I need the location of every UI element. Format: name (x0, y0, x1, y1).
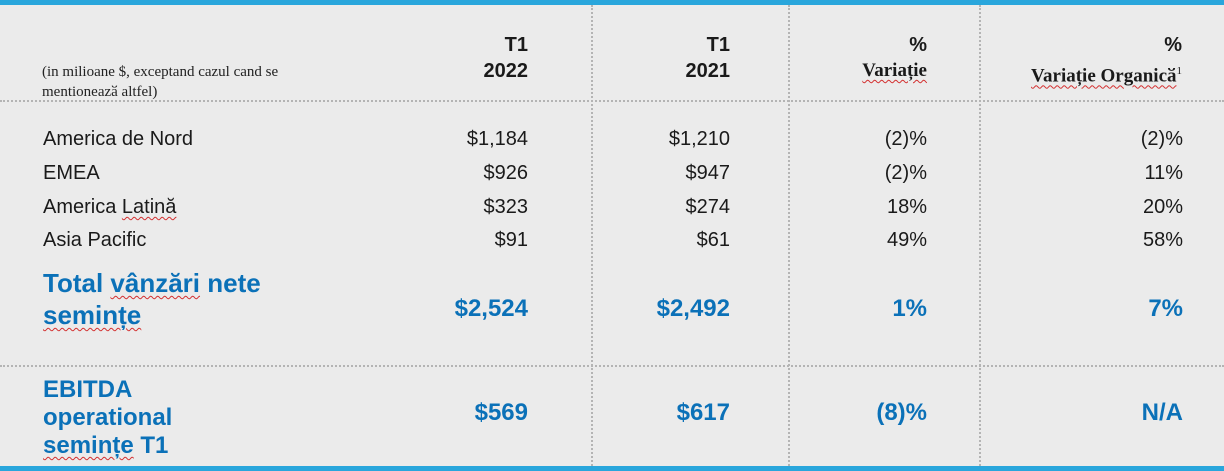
top-border (0, 0, 1224, 5)
row-emea-organic: 11% (1144, 162, 1183, 184)
row-north-america-variatie: (2)% (884, 128, 927, 150)
ebitda-variatie: (8)% (876, 399, 927, 426)
ebitda-label: EBITDA operational semințe T1 (43, 376, 343, 460)
units-note-line1: (in milioane $, exceptand cazul cand se (42, 64, 279, 80)
total-label-line2: semințe (43, 300, 142, 330)
total-net-sales-label-line1: Total vânzӑri nete (43, 267, 383, 299)
header-variatie: % Variație (790, 32, 927, 84)
column-divider (979, 5, 981, 466)
bottom-border (0, 466, 1224, 471)
row-label-latin-america-a: America (43, 196, 122, 218)
ebitda-2022: $569 (474, 399, 528, 426)
total-label-a: Total (43, 268, 111, 298)
total-net-sales-label-line2: semințe (43, 299, 383, 331)
row-latin-america-variatie: 18% (886, 196, 927, 218)
header-t1-2022-line1: T1 (504, 34, 528, 56)
total-organic: 7% (1148, 295, 1183, 322)
row-label-latin-america: America Latinӑ (43, 196, 373, 219)
ebitda-label-line2: operational (43, 404, 173, 431)
total-label-c: nete (200, 268, 261, 298)
header-variatie-organica-label: Variație Organicӑ1 (982, 58, 1182, 89)
ebitda-label-line3: semințe T1 (43, 432, 343, 460)
units-note: (in milioane $, exceptand cazul cand se … (42, 62, 342, 102)
ebitda-label-line1: EBITDA (43, 376, 133, 403)
header-t1-2022-line2: 2022 (483, 60, 529, 82)
total-2022: $2,524 (454, 295, 528, 322)
row-asia-pacific-2021: $61 (696, 229, 730, 251)
row-north-america-2021: $1,210 (668, 128, 730, 150)
header-variatie-organica-text: Variație Organicӑ (1031, 65, 1177, 87)
row-label-north-america: America de Nord (43, 128, 194, 150)
header-t1-2021-line2: 2021 (685, 60, 731, 82)
row-asia-pacific-organic: 58% (1142, 229, 1183, 251)
ebitda-label-line3-b: T1 (133, 432, 169, 459)
row-latin-america-2021: $274 (685, 196, 731, 218)
row-emea-2022: $926 (483, 162, 529, 184)
header-variatie-organica: % Variație Organicӑ1 (982, 32, 1182, 89)
row-north-america-organic: (2)% (1140, 128, 1183, 150)
row-asia-pacific-2022: $91 (494, 229, 528, 251)
total-2021: $2,492 (656, 295, 730, 322)
header-variatie-pct: % (909, 34, 927, 56)
header-variatie-organica-pct: % (1164, 34, 1182, 56)
ebitda-label-line3-a: semințe (43, 432, 134, 459)
row-latin-america-2022: $323 (483, 196, 529, 218)
header-t1-2022: T1 2022 (400, 32, 529, 84)
row-north-america-2022: $1,184 (466, 128, 528, 150)
total-label-b: vânzӑri (110, 268, 201, 298)
total-variatie: 1% (892, 295, 927, 322)
ebitda-organic: N/A (1141, 399, 1183, 426)
column-divider (591, 5, 593, 466)
total-net-sales-label: Total vânzӑri nete semințe (43, 267, 383, 331)
header-divider (0, 100, 1224, 102)
ebitda-2021: $617 (676, 399, 730, 426)
units-note-line2: mentioneazӑ altfel) (42, 84, 158, 100)
row-label-latin-america-b: Latinӑ (121, 196, 177, 218)
row-emea-variatie: (2)% (884, 162, 927, 184)
row-label-emea: EMEA (43, 162, 100, 184)
header-variatie-label: Variație (790, 58, 927, 84)
header-t1-2021-line1: T1 (706, 34, 730, 56)
header-variatie-text: Variație (862, 60, 927, 81)
row-label-asia-pacific: Asia Pacific (43, 229, 147, 251)
row-asia-pacific-variatie: 49% (886, 229, 927, 251)
row-emea-2021: $947 (685, 162, 731, 184)
header-t1-2021: T1 2021 (600, 32, 731, 84)
row-latin-america-organic: 20% (1142, 196, 1183, 218)
column-divider (788, 5, 790, 466)
section-divider (0, 365, 1224, 367)
footnote-marker: 1 (1176, 65, 1183, 77)
